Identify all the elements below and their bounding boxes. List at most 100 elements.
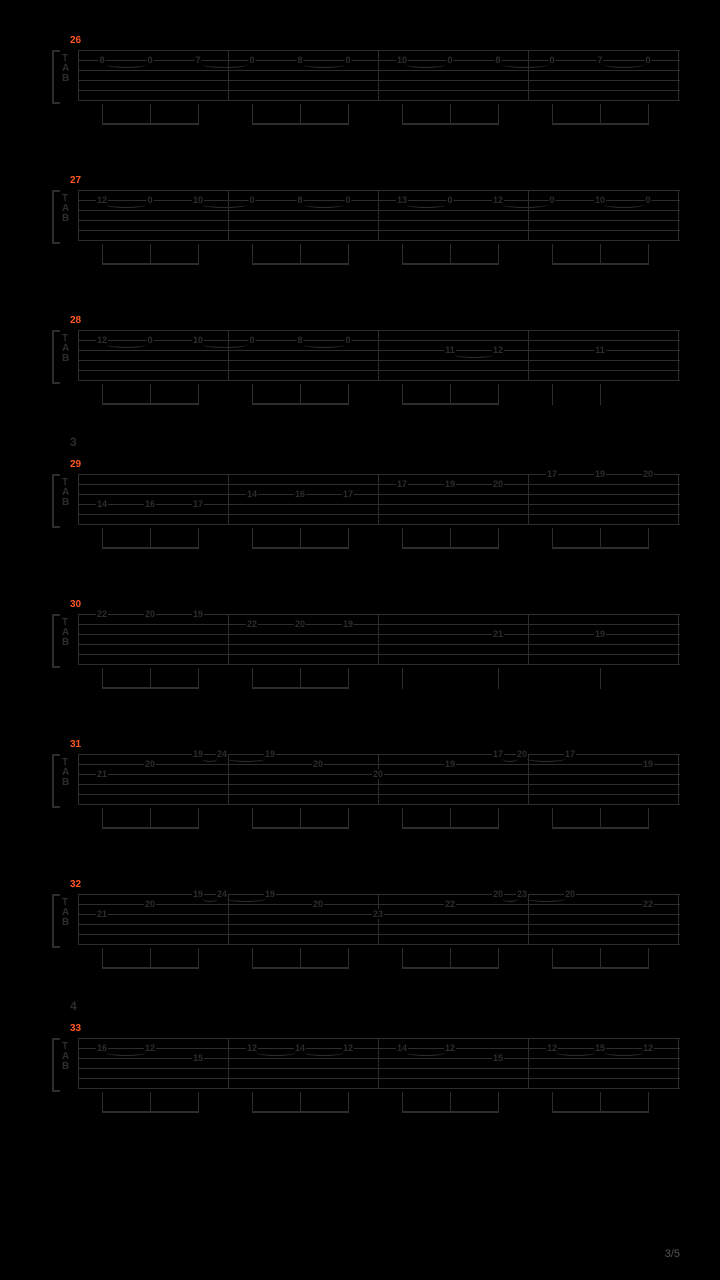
fret-number: 16 [294, 489, 306, 499]
fret-number: 8 [296, 335, 303, 345]
fret-number: 7 [596, 55, 603, 65]
tab-label: TAB [62, 194, 68, 224]
fret-number: 22 [642, 899, 654, 909]
measure-block: 32TAB212019241920232220232022 [40, 894, 680, 974]
tie [526, 755, 566, 762]
fret-number: 20 [144, 899, 156, 909]
fret-number: 17 [342, 489, 354, 499]
fret-number: 14 [96, 499, 108, 509]
tie [406, 1049, 446, 1056]
fret-number: 19 [594, 629, 606, 639]
fret-number: 0 [248, 55, 255, 65]
staff-container: TAB212019241920232220232022 [60, 894, 680, 974]
tab-label: TAB [62, 334, 68, 364]
tab-label: TAB [62, 618, 68, 648]
measure-block: 29TAB141617141617171920171920 [40, 474, 680, 554]
staff-container: TAB12010080130120100 [60, 190, 680, 270]
fret-number: 0 [248, 335, 255, 345]
staff-container: TAB12010080111211 [60, 330, 680, 410]
measure-block: 27TAB12010080130120100 [40, 190, 680, 270]
tab-label: TAB [62, 54, 68, 84]
fret-number: 17 [396, 479, 408, 489]
tab-label: TAB [62, 898, 68, 928]
tie [502, 201, 548, 208]
tie [304, 1049, 344, 1056]
tie [226, 755, 266, 762]
tie [202, 895, 218, 902]
measure-block: 31TAB212019241920201917201719 [40, 754, 680, 834]
tie [502, 61, 548, 68]
fret-number: 0 [146, 335, 153, 345]
tie [202, 755, 218, 762]
staff-container: TAB161215121412141215121512 [60, 1038, 680, 1118]
fret-number: 0 [548, 195, 555, 205]
tie [304, 341, 344, 348]
fret-number: 0 [644, 55, 651, 65]
tie [502, 895, 518, 902]
fret-number: 15 [192, 1053, 204, 1063]
tab-label: TAB [62, 758, 68, 788]
fret-number: 15 [492, 1053, 504, 1063]
section-label: 4 [70, 999, 680, 1013]
tie [256, 1049, 296, 1056]
tie [604, 1049, 644, 1056]
tie [106, 1049, 146, 1056]
measure-block: 28TAB12010080111211 [40, 330, 680, 410]
fret-number: 19 [444, 479, 456, 489]
tie [604, 201, 644, 208]
fret-number: 0 [344, 55, 351, 65]
section-label: 3 [70, 435, 680, 449]
fret-number: 0 [446, 55, 453, 65]
tie [454, 351, 494, 358]
tie [304, 61, 344, 68]
fret-number: 0 [446, 195, 453, 205]
measure-number: 26 [70, 35, 81, 46]
measure-block: 33TAB161215121412141215121512 [40, 1038, 680, 1118]
staff-container: TAB212019241920201917201719 [60, 754, 680, 834]
tie [502, 755, 518, 762]
fret-number: 17 [546, 469, 558, 479]
fret-number: 22 [246, 619, 258, 629]
fret-number: 8 [494, 55, 501, 65]
staff-container: TAB2220192220192119 [60, 614, 680, 694]
tie [556, 1049, 596, 1056]
fret-number: 20 [312, 899, 324, 909]
fret-number: 0 [146, 55, 153, 65]
tie [202, 201, 248, 208]
tab-label: TAB [62, 478, 68, 508]
fret-number: 20 [492, 479, 504, 489]
tie [526, 895, 566, 902]
fret-number: 8 [296, 55, 303, 65]
tie [106, 201, 146, 208]
fret-number: 8 [296, 195, 303, 205]
fret-number: 8 [98, 55, 105, 65]
fret-number: 23 [372, 909, 384, 919]
tie [106, 61, 146, 68]
fret-number: 0 [248, 195, 255, 205]
staff-container: TAB8070801008070 [60, 50, 680, 130]
fret-number: 14 [246, 489, 258, 499]
fret-number: 19 [444, 759, 456, 769]
fret-number: 20 [642, 469, 654, 479]
fret-number: 0 [548, 55, 555, 65]
measure-number: 28 [70, 315, 81, 326]
tie [406, 201, 446, 208]
tie [106, 341, 146, 348]
fret-number: 0 [644, 195, 651, 205]
tie [304, 201, 344, 208]
fret-number: 17 [192, 499, 204, 509]
fret-number: 21 [96, 909, 108, 919]
fret-number: 7 [194, 55, 201, 65]
measure-number: 27 [70, 175, 81, 186]
tie [226, 895, 266, 902]
tab-label: TAB [62, 1042, 68, 1072]
tie [202, 61, 248, 68]
fret-number: 21 [492, 629, 504, 639]
fret-number: 19 [642, 759, 654, 769]
fret-number: 19 [342, 619, 354, 629]
fret-number: 22 [444, 899, 456, 909]
measure-number: 31 [70, 739, 81, 750]
measure-number: 32 [70, 879, 81, 890]
fret-number: 20 [312, 759, 324, 769]
fret-number: 0 [344, 335, 351, 345]
